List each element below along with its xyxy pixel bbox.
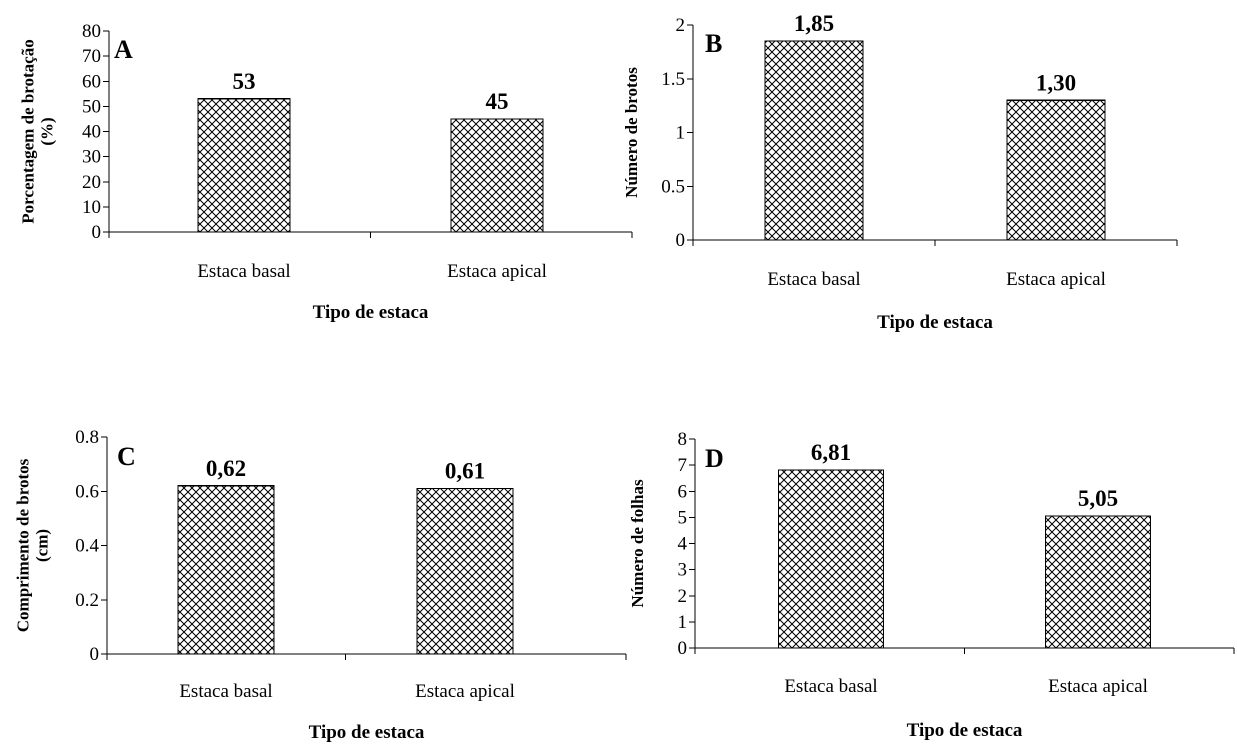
- y-tick-label: 30: [82, 147, 101, 168]
- y-tick-label: 1: [678, 612, 688, 633]
- y-tick-label: 0: [92, 222, 102, 243]
- x-category-label: Estaca basal: [767, 269, 860, 290]
- y-tick-label: 40: [82, 122, 101, 143]
- y-tick-label: 0: [678, 638, 688, 659]
- y-axis-title-line: (cm): [33, 529, 52, 562]
- y-tick-label: 7: [678, 455, 688, 476]
- y-tick-label: 50: [82, 96, 101, 117]
- panel-letter: D: [705, 444, 724, 473]
- y-tick-label: 0.5: [661, 176, 685, 197]
- data-label: 0,61: [445, 459, 485, 484]
- y-tick-label: 1.5: [661, 69, 685, 90]
- data-label: 0,62: [206, 456, 246, 481]
- data-label: 53: [233, 69, 256, 94]
- x-category-label: Estaca basal: [784, 676, 877, 697]
- x-category-label: Estaca basal: [197, 261, 290, 282]
- y-tick-label: 5: [678, 507, 688, 528]
- y-tick-label: 70: [82, 46, 101, 67]
- bar: [1044, 515, 1152, 649]
- y-tick-label: 0.8: [75, 427, 99, 448]
- x-axis-title: Tipo de estaca: [313, 302, 429, 323]
- chart-panel-b: 0 0.5 1 1.5 2 1,85 Estaca basal 1,30 Estaca apic…: [622, 11, 1178, 333]
- data-label: 1,30: [1036, 70, 1076, 95]
- y-tick-label: 0: [676, 230, 686, 251]
- data-label: 5,05: [1078, 486, 1118, 511]
- panel-letter: B: [705, 29, 722, 58]
- y-tick-label: 20: [82, 172, 101, 193]
- y-axis-title-line: Comprimento de brotos: [14, 458, 33, 632]
- bar: [416, 487, 514, 655]
- bar: [450, 118, 544, 233]
- x-category-label: Estaca apical: [415, 681, 515, 702]
- data-label: 6,81: [811, 440, 851, 465]
- y-axis-title: Porcentagem de brotação(%): [19, 39, 57, 223]
- bar: [764, 40, 864, 241]
- y-tick-label: 3: [678, 560, 688, 581]
- data-label: 45: [486, 89, 509, 114]
- panel-letter: C: [117, 442, 136, 471]
- x-axis-title: Tipo de estaca: [907, 720, 1023, 741]
- y-axis-title: Número de brotos: [622, 67, 641, 198]
- y-axis-title-line: Número de brotos: [622, 67, 641, 198]
- y-tick-label: 2: [676, 15, 686, 36]
- y-tick-label: 8: [678, 429, 688, 450]
- data-label: 1,85: [794, 11, 834, 36]
- x-category-label: Estaca basal: [179, 681, 272, 702]
- bar: [197, 98, 291, 233]
- y-axis-title-line: (%): [38, 117, 57, 145]
- y-tick-label: 0.6: [75, 481, 99, 502]
- bar: [1006, 99, 1106, 241]
- x-axis-title: Tipo de estaca: [309, 722, 425, 743]
- panel-letter: A: [114, 35, 133, 64]
- y-axis-title: Comprimento de brotos(cm): [14, 458, 52, 632]
- y-tick-label: 0: [90, 644, 100, 665]
- y-tick-label: 6: [678, 481, 688, 502]
- x-category-label: Estaca apical: [1048, 676, 1148, 697]
- y-tick-label: 1: [676, 123, 686, 144]
- y-tick-label: 0.4: [75, 536, 99, 557]
- y-axis-title: Número de folhas: [628, 479, 647, 608]
- x-category-label: Estaca apical: [447, 261, 547, 282]
- y-tick-label: 60: [82, 71, 101, 92]
- y-tick-label: 2: [678, 586, 688, 607]
- chart-panel-c: 0 0.2 0.4 0.6 0.8 0,62 Estaca basal 0,61 Estaca …: [14, 427, 627, 743]
- y-axis-title-line: Porcentagem de brotação: [19, 39, 38, 223]
- y-tick-label: 0.2: [75, 590, 99, 611]
- y-tick-label: 80: [82, 21, 101, 42]
- x-category-label: Estaca apical: [1006, 269, 1106, 290]
- bar: [177, 485, 275, 655]
- bar: [777, 469, 885, 649]
- chart-panel-a: 0 10 20 30 40 50 60 70 80 53 Estaca basal 45 Estaca …: [19, 21, 633, 323]
- x-axis-title: Tipo de estaca: [877, 312, 993, 333]
- y-axis-title-line: Número de folhas: [628, 479, 647, 608]
- chart-panel-d: 0 1 2 3 4 5 6 7 8 6,81 Estaca basal 5,05 Estaca apic…: [628, 429, 1235, 741]
- y-tick-label: 4: [678, 534, 688, 555]
- y-tick-label: 10: [82, 197, 101, 218]
